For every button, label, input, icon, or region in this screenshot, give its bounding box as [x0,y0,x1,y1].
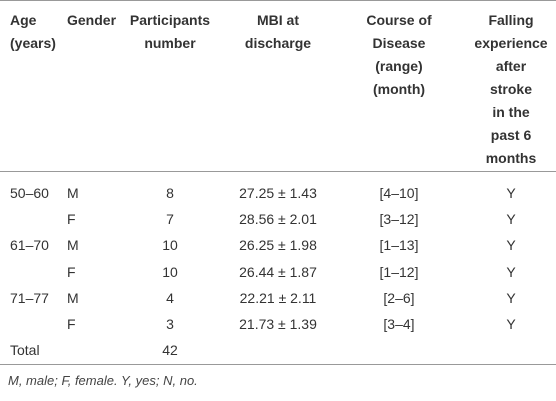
table-cell: 7 [166,211,174,228]
table-cell: 10 [162,263,178,280]
table-cell: Y [506,316,516,332]
table-cell: 26.25 ± 1.98 [239,237,317,254]
header-rule [0,171,556,172]
header-cell: after [495,58,527,74]
top-rule [0,0,556,1]
table-cell: [3–12] [379,211,419,228]
header-cell: experience [474,35,548,51]
header-cell: MBI at [257,12,299,28]
table-cell: 28.56 ± 2.01 [239,211,317,228]
header-cell: discharge [244,35,312,51]
table-cell: F [67,316,76,332]
table-cell: [4–10] [379,185,419,201]
table-cell: M [67,185,79,201]
table-cell: F [67,263,76,280]
table-cell: [1–12] [379,263,419,280]
table-cell: 4 [166,289,174,306]
table-cell: Y [506,289,516,306]
header-cell: past 6 [490,127,532,143]
table-cell: F [67,211,76,228]
table-cell: 3 [166,316,174,332]
table-cell: 21.73 ± 1.39 [239,316,317,332]
footnote: M, male; F, female. Y, yes; N, no. [8,373,198,388]
table-cell: Y [506,185,516,201]
header-cell: months [485,150,537,166]
header-cell: (years) [10,35,56,51]
table-cell: Total [10,342,40,359]
header-cell: (month) [372,81,426,97]
table-cell: [2–6] [383,289,415,306]
table-cell: 61–70 [10,237,49,254]
header-cell: Falling [488,12,534,28]
table-cell: 22.21 ± 2.11 [239,289,317,306]
table-cell: [3–4] [383,316,415,332]
table-cell: 71–77 [10,289,49,306]
table-cell: Y [506,211,516,228]
table-cell: M [67,289,79,306]
header-cell: number [144,35,196,51]
table-cell: 42 [162,342,178,359]
table-cell: 27.25 ± 1.43 [239,185,317,201]
table-cell: 8 [166,185,174,201]
header-cell: (range) [375,58,423,74]
table-cell: M [67,237,79,254]
table-cell: [1–13] [379,237,419,254]
table-cell: Y [506,263,516,280]
header-cell: Age [10,12,37,28]
table-cell: 10 [162,237,178,254]
header-cell: stroke [489,81,533,97]
header-cell: Gender [67,12,117,28]
header-cell: Disease [372,35,426,51]
header-cell: Course of [366,12,432,28]
header-cell: in the [492,104,530,120]
table-cell: Y [506,237,516,254]
header-cell: Participants [129,12,211,28]
table-cell: 26.44 ± 1.87 [239,263,317,280]
bottom-rule [0,364,556,365]
table-cell: 50–60 [10,185,49,201]
